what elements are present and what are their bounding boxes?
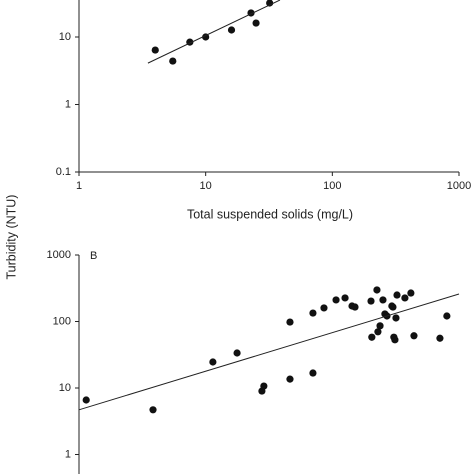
point — [341, 294, 349, 302]
point — [233, 349, 241, 357]
point — [320, 304, 328, 312]
x-tick-label: 10 — [200, 180, 212, 192]
x-tick-label: 1 — [76, 180, 82, 192]
point — [266, 0, 274, 7]
point — [379, 296, 387, 304]
point — [209, 358, 217, 366]
x-axis-label: Total suspended solids (mg/L) — [187, 207, 353, 221]
point — [149, 406, 157, 414]
point — [82, 396, 90, 404]
point — [332, 296, 340, 304]
point — [410, 332, 418, 340]
point — [393, 291, 401, 299]
x-tick-label: 100 — [323, 180, 341, 192]
point — [368, 333, 376, 341]
point — [407, 289, 415, 297]
point — [436, 334, 444, 342]
point — [286, 375, 294, 383]
point — [373, 286, 381, 294]
point — [392, 314, 400, 322]
point — [391, 336, 399, 344]
y-tick-label: 1 — [65, 98, 71, 110]
y-tick-label: 1000 — [47, 249, 71, 261]
y-tick-label: 10 — [59, 382, 71, 394]
point — [169, 57, 177, 65]
point — [252, 19, 260, 27]
point — [367, 297, 375, 305]
y-tick-label: 100 — [53, 315, 71, 327]
point — [376, 322, 384, 330]
point — [227, 26, 236, 34]
fit-line — [147, 0, 281, 64]
point — [351, 303, 359, 311]
point — [401, 294, 409, 302]
point — [374, 328, 382, 336]
y-axis-label: Turbidity (NTU) — [4, 195, 18, 280]
panel-label: B — [90, 250, 97, 262]
point — [309, 309, 317, 317]
point — [389, 303, 397, 311]
y-tick-label: 10 — [59, 31, 71, 43]
point — [286, 318, 294, 326]
fit-line — [78, 293, 460, 411]
point — [151, 46, 159, 54]
y-tick-label: 0.1 — [56, 166, 71, 178]
point — [260, 382, 268, 390]
y-tick-label: 1 — [65, 448, 71, 460]
point — [443, 312, 451, 320]
x-tick-label: 1000 — [447, 180, 471, 192]
point — [309, 369, 317, 377]
